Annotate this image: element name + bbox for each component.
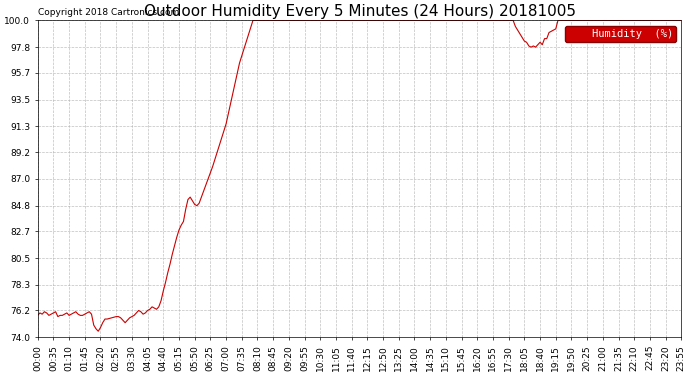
Legend: Humidity  (%): Humidity (%): [564, 26, 676, 42]
Text: Copyright 2018 Cartronics.com: Copyright 2018 Cartronics.com: [39, 8, 179, 17]
Title: Outdoor Humidity Every 5 Minutes (24 Hours) 20181005: Outdoor Humidity Every 5 Minutes (24 Hou…: [144, 4, 575, 19]
